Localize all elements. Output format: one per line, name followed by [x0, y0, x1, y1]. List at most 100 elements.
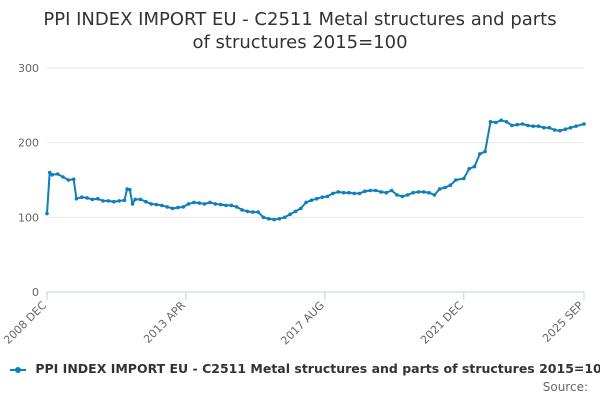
- data-point[interactable]: [542, 125, 546, 130]
- data-point[interactable]: [229, 203, 234, 208]
- data-point[interactable]: [61, 175, 65, 179]
- data-point[interactable]: [133, 197, 137, 202]
- data-point[interactable]: [478, 152, 482, 156]
- data-point[interactable]: [352, 191, 357, 196]
- data-point[interactable]: [483, 149, 487, 154]
- data-point[interactable]: [563, 127, 568, 131]
- data-point[interactable]: [416, 190, 421, 194]
- data-point[interactable]: [106, 199, 111, 203]
- data-point[interactable]: [432, 193, 437, 197]
- data-point[interactable]: [443, 185, 447, 190]
- data-point[interactable]: [240, 208, 244, 212]
- data-point[interactable]: [45, 211, 49, 216]
- data-point[interactable]: [315, 196, 319, 201]
- data-point[interactable]: [170, 206, 175, 211]
- data-point[interactable]: [128, 187, 132, 192]
- data-point[interactable]: [66, 178, 71, 182]
- data-point[interactable]: [112, 199, 116, 204]
- data-point[interactable]: [331, 191, 335, 196]
- data-point[interactable]: [304, 200, 308, 205]
- data-point[interactable]: [197, 201, 202, 205]
- data-point[interactable]: [250, 210, 255, 214]
- data-point[interactable]: [510, 123, 514, 128]
- data-point[interactable]: [277, 217, 282, 221]
- data-point[interactable]: [288, 212, 292, 217]
- data-point[interactable]: [165, 205, 169, 209]
- data-point[interactable]: [181, 205, 186, 209]
- data-point[interactable]: [472, 164, 477, 169]
- data-point[interactable]: [154, 202, 159, 207]
- data-point[interactable]: [499, 118, 504, 123]
- data-point[interactable]: [101, 199, 105, 203]
- data-point[interactable]: [520, 122, 525, 126]
- data-point[interactable]: [363, 189, 367, 193]
- data-point[interactable]: [186, 202, 191, 206]
- data-point[interactable]: [411, 190, 415, 195]
- data-point[interactable]: [568, 125, 573, 130]
- data-point[interactable]: [368, 188, 373, 193]
- data-point[interactable]: [504, 120, 509, 124]
- data-point[interactable]: [293, 209, 298, 214]
- data-point[interactable]: [405, 193, 410, 197]
- data-point[interactable]: [379, 190, 383, 194]
- data-point[interactable]: [55, 172, 60, 176]
- data-point[interactable]: [373, 188, 378, 193]
- data-point[interactable]: [536, 124, 541, 128]
- data-point[interactable]: [125, 187, 129, 191]
- data-point[interactable]: [192, 200, 196, 205]
- data-point[interactable]: [309, 198, 314, 202]
- data-point[interactable]: [261, 215, 266, 220]
- data-point[interactable]: [272, 217, 276, 222]
- data-point[interactable]: [149, 202, 153, 206]
- data-point[interactable]: [574, 124, 578, 128]
- data-point[interactable]: [454, 178, 458, 182]
- data-point[interactable]: [494, 120, 498, 125]
- data-point[interactable]: [427, 190, 431, 195]
- data-point[interactable]: [160, 203, 164, 208]
- data-point[interactable]: [245, 209, 250, 214]
- data-point[interactable]: [85, 196, 89, 200]
- data-point[interactable]: [90, 197, 95, 202]
- data-point[interactable]: [79, 195, 84, 199]
- data-point[interactable]: [299, 206, 303, 211]
- data-point[interactable]: [547, 125, 552, 130]
- data-point[interactable]: [320, 195, 325, 199]
- data-point[interactable]: [50, 173, 55, 177]
- data-point[interactable]: [144, 199, 148, 204]
- data-point[interactable]: [47, 170, 52, 175]
- data-point[interactable]: [384, 190, 389, 195]
- data-point[interactable]: [558, 128, 562, 133]
- legend[interactable]: PPI INDEX IMPORT EU - C2511 Metal struct…: [10, 361, 600, 376]
- data-point[interactable]: [74, 196, 79, 201]
- data-point[interactable]: [357, 191, 362, 196]
- data-point[interactable]: [421, 190, 426, 194]
- data-point[interactable]: [202, 202, 207, 206]
- data-point[interactable]: [552, 128, 557, 132]
- data-point[interactable]: [515, 122, 519, 127]
- data-point[interactable]: [138, 197, 143, 202]
- data-point[interactable]: [467, 167, 471, 171]
- data-point[interactable]: [526, 123, 530, 128]
- data-point[interactable]: [336, 190, 341, 194]
- data-point[interactable]: [176, 205, 180, 210]
- data-point[interactable]: [96, 196, 100, 201]
- data-point[interactable]: [122, 198, 127, 202]
- data-point[interactable]: [448, 183, 453, 187]
- data-point[interactable]: [395, 193, 399, 197]
- data-point[interactable]: [325, 194, 330, 199]
- data-point[interactable]: [266, 217, 271, 221]
- data-point[interactable]: [582, 122, 586, 126]
- data-point[interactable]: [488, 120, 493, 124]
- data-point[interactable]: [213, 202, 218, 206]
- data-point[interactable]: [71, 177, 76, 182]
- data-point[interactable]: [341, 190, 346, 195]
- data-point[interactable]: [283, 215, 287, 220]
- data-point[interactable]: [130, 202, 135, 206]
- data-point[interactable]: [347, 190, 351, 195]
- data-point[interactable]: [208, 200, 212, 205]
- data-point[interactable]: [389, 188, 394, 193]
- data-point[interactable]: [462, 176, 466, 181]
- data-point[interactable]: [531, 124, 535, 128]
- data-point[interactable]: [224, 203, 228, 208]
- data-point[interactable]: [218, 202, 223, 207]
